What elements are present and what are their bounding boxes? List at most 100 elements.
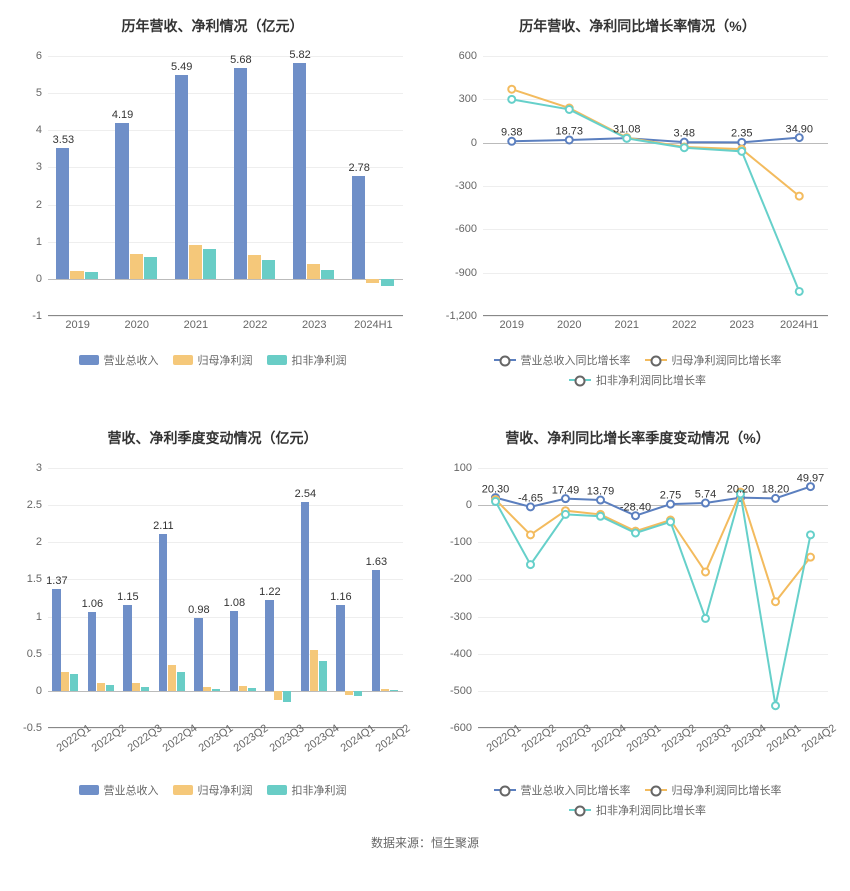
line-label: 18.73	[555, 126, 583, 138]
series-marker	[508, 96, 515, 103]
grid-line	[48, 617, 403, 618]
grid-line	[48, 93, 403, 94]
line-label: 9.38	[501, 127, 522, 139]
bar	[56, 148, 69, 279]
series-marker	[796, 288, 803, 295]
y-tick-label: 2	[36, 536, 48, 548]
x-tick-label: 2019	[500, 315, 524, 331]
bar	[239, 686, 247, 690]
series-marker	[632, 530, 639, 537]
bar-label: 1.06	[82, 598, 103, 610]
bar-label: 1.37	[46, 575, 67, 587]
bar	[130, 254, 143, 279]
series-marker	[702, 615, 709, 622]
legend-label: 扣非净利润	[292, 352, 347, 368]
line-label: 17.49	[552, 484, 580, 496]
x-tick-label: 2020	[557, 315, 581, 331]
bar	[352, 176, 365, 279]
y-tick-label: 1	[36, 611, 48, 623]
y-tick-label: -900	[455, 267, 483, 279]
chart2-plot: -1,200-900-600-3000300600201920202021202…	[483, 56, 828, 316]
legend-swatch	[267, 785, 287, 795]
line-label: -4.65	[518, 492, 543, 504]
bar	[307, 264, 320, 279]
bar	[354, 691, 362, 696]
chart1-plot: -10123456201920202021202220232024H13.534…	[48, 56, 403, 316]
x-tick-label: 2020	[125, 315, 149, 331]
y-tick-label: 6	[36, 50, 48, 62]
series-marker	[566, 106, 573, 113]
bar	[189, 245, 202, 278]
bar-label: 1.08	[224, 597, 245, 609]
line-label: 13.79	[587, 486, 615, 498]
series-marker	[597, 513, 604, 520]
x-tick-label: 2022Q2	[85, 716, 129, 755]
legend-item: 扣非净利润同比增长率	[569, 802, 706, 818]
legend-swatch	[173, 785, 193, 795]
y-tick-label: -1,200	[446, 310, 483, 322]
legend-item: 扣非净利润	[267, 352, 347, 368]
legend-label: 营业总收入	[104, 782, 159, 798]
bar-label: 2.54	[295, 488, 316, 500]
bar	[97, 683, 105, 690]
x-tick-label: 2022	[672, 315, 696, 331]
bar	[283, 691, 291, 702]
panel-chart4: 营收、净利同比增长率季度变动情况（%） -600-500-400-300-200…	[425, 412, 850, 824]
bar	[61, 672, 69, 691]
x-tick-label: 2021	[184, 315, 208, 331]
panel-chart3: 营收、净利季度变动情况（亿元） -0.500.511.522.532022Q12…	[0, 412, 425, 824]
series-marker	[807, 554, 814, 561]
line-label: 3.48	[674, 128, 695, 140]
bar-label: 5.68	[230, 54, 251, 66]
line-label: 18.20	[762, 484, 790, 496]
bar	[336, 605, 344, 691]
bar	[106, 685, 114, 691]
legend-swatch	[645, 789, 667, 791]
x-tick-label: 2023	[302, 315, 326, 331]
x-tick-label: 2023Q2	[227, 716, 271, 755]
line-label: 20.30	[482, 483, 510, 495]
y-tick-label: -0.5	[23, 722, 48, 734]
series-marker	[702, 569, 709, 576]
series-marker	[796, 193, 803, 200]
bar	[141, 687, 149, 691]
y-tick-label: -500	[450, 685, 478, 697]
grid-line	[48, 468, 403, 469]
y-tick-label: 5	[36, 87, 48, 99]
series-marker	[623, 135, 630, 142]
bar	[381, 279, 394, 286]
y-tick-label: -300	[455, 180, 483, 192]
series-marker	[667, 518, 674, 525]
y-tick-label: -600	[450, 722, 478, 734]
legend-label: 归母净利润同比增长率	[672, 352, 782, 368]
legend-swatch	[569, 379, 591, 381]
chart3-area: -0.500.511.522.532022Q12022Q22022Q32022Q…	[8, 458, 417, 770]
line-label: 5.74	[695, 489, 716, 501]
grid-line	[48, 505, 403, 506]
bar	[177, 672, 185, 691]
bar-label: 3.53	[53, 134, 74, 146]
line-label: 31.08	[613, 124, 641, 136]
bar	[310, 650, 318, 691]
x-tick-label: 2024H1	[354, 315, 393, 331]
data-source-footer: 数据来源：恒生聚源	[0, 824, 850, 867]
y-tick-label: 1	[36, 236, 48, 248]
y-tick-label: -300	[450, 611, 478, 623]
y-tick-label: -600	[455, 223, 483, 235]
bar	[88, 612, 96, 691]
bar	[248, 688, 256, 691]
legend-item: 归母净利润	[173, 782, 253, 798]
line-label: -28.40	[620, 501, 651, 513]
bar	[70, 674, 78, 691]
y-tick-label: 100	[454, 462, 478, 474]
legend-item: 营业总收入同比增长率	[494, 352, 631, 368]
bar	[123, 605, 131, 690]
series-marker	[681, 144, 688, 151]
y-tick-label: -100	[450, 536, 478, 548]
legend-item: 营业总收入	[79, 782, 159, 798]
bar	[144, 257, 157, 279]
line-label: 34.90	[785, 123, 813, 135]
x-tick-label: 2024Q2	[369, 716, 413, 755]
bar	[372, 570, 380, 691]
legend-item: 扣非净利润	[267, 782, 347, 798]
